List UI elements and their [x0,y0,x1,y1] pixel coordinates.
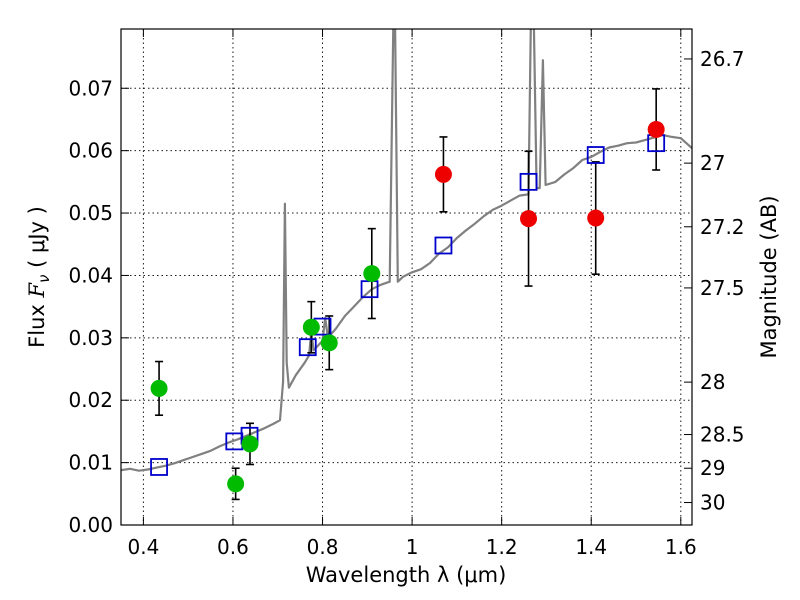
model-photometry-square [434,236,453,255]
observed-photometry-point [363,265,381,283]
model-photometry-square [150,458,168,476]
data-layer [121,29,692,472]
model-photometry-square [519,172,538,191]
right-tick-label: 29 [700,456,725,480]
model-spectrum-line [121,29,692,472]
x-tick-label: 0.4 [127,535,159,559]
x-tick-label: 0.8 [307,535,339,559]
error-bars [155,88,661,501]
plot-frame [120,28,693,526]
x-tick-label: 1.6 [665,535,697,559]
x-tick-label: 0.6 [217,535,249,559]
y-tick-label: 0.04 [68,263,113,287]
right-tick-label: 27.5 [700,276,745,300]
y-axis-label-prefix: Flux [25,298,49,348]
x-axis-label: Wavelength λ (μm) [306,563,507,587]
right-tick-label: 27 [700,151,725,175]
observed-photometry-point [150,379,168,397]
model-photometry-square [586,146,605,164]
observed-photometry-point [520,210,538,228]
y-tick-label: 0.05 [68,201,113,225]
axis-ticks: 0.4 0.6 0.8 1 1.2 1.4 1.6 0.00 0.01 0.02 0.03 0.04 0… [68,29,745,559]
right-axis-label: Magnitude (AB) [757,195,781,358]
observed-photometry-point [302,318,320,336]
observed-photometry-point [434,165,452,183]
x-tick-label: 1.2 [486,535,518,559]
y-axis-label-symbol: F [25,282,49,299]
right-tick-label: 30 [700,491,725,515]
y-tick-label: 0.03 [68,326,113,350]
y-tick-label: 0.02 [68,388,113,412]
grid-lines [121,29,692,526]
observed-photometry-point [227,475,245,493]
observed-photometry-point [241,435,259,453]
y-axis-label-subscript: ν [35,275,53,283]
observed-photometry-point [647,120,665,138]
y-axis-label-unit: ( μJy ) [25,206,49,274]
y-tick-label: 0.00 [68,513,113,537]
right-tick-label: 28.5 [700,423,745,447]
y-axis-label: Flux Fν ( μJy ) [25,206,53,348]
model-photometry-square [360,280,379,299]
x-tick-label: 1 [406,535,419,559]
right-tick-label: 26.7 [700,47,745,71]
right-tick-label: 28 [700,370,725,394]
y-tick-label: 0.01 [68,451,113,475]
observed-photometry-point [587,209,605,227]
y-tick-label: 0.06 [68,139,113,163]
right-tick-label: 27.2 [700,215,745,239]
model-photometry-square [298,338,317,357]
x-tick-label: 1.4 [575,535,607,559]
y-tick-label: 0.07 [68,76,113,100]
observed-photometry-point [320,334,338,352]
markers [150,120,666,493]
